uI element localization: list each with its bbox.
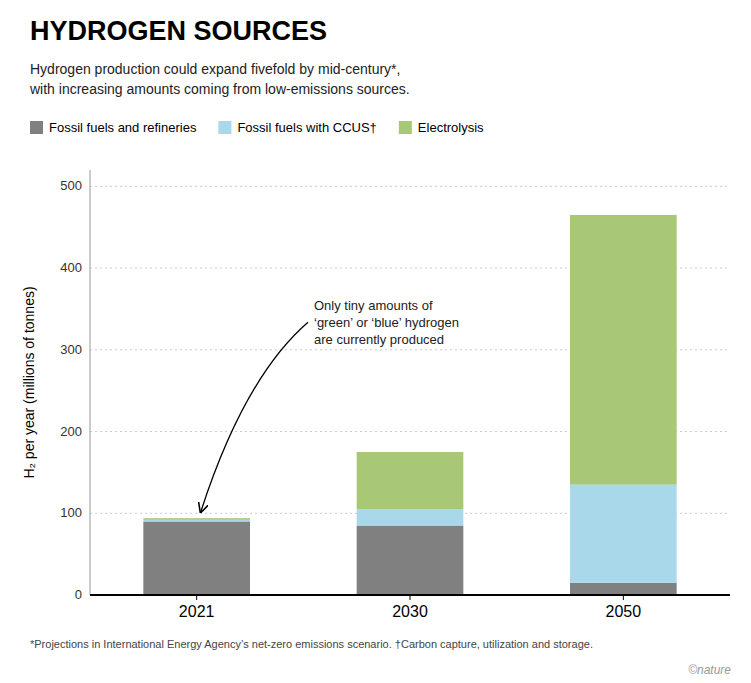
x-tick-label: 2030	[392, 603, 428, 620]
chart-root: HYDROGEN SOURCES Hydrogen production coul…	[0, 0, 751, 683]
legend-label: Fossil fuels and refineries	[49, 120, 197, 135]
annotation-line: ‘green’ or ‘blue’ hydrogen	[314, 315, 459, 330]
grid-line	[90, 186, 730, 187]
y-tick-label: 500	[60, 178, 82, 193]
legend-swatch	[399, 121, 412, 134]
bar-segment	[357, 509, 464, 525]
annotation-line: Only tiny amounts of	[314, 298, 433, 313]
x-tick	[410, 595, 411, 600]
legend-swatch	[30, 121, 43, 134]
y-tick-label: 0	[75, 587, 82, 602]
y-tick-label: 100	[60, 505, 82, 520]
footnote: *Projections in International Energy Age…	[30, 638, 593, 650]
y-tick-label: 200	[60, 424, 82, 439]
x-axis: 2021 2030 2050	[90, 595, 730, 620]
legend: Fossil fuels and refineries Fossil fuels …	[30, 120, 484, 135]
bar-segment	[143, 520, 250, 522]
y-tick-label: 300	[60, 342, 82, 357]
subtitle: Hydrogen production could expand fivefol…	[29, 61, 410, 97]
legend-label: Fossil fuels with CCUS†	[237, 120, 376, 135]
bars	[143, 215, 676, 595]
bar-segment	[570, 215, 677, 485]
x-tick-label: 2021	[179, 603, 215, 620]
bar-segment	[143, 518, 250, 520]
y-axis-label: H₂ per year (millions of tonnes)	[21, 286, 37, 478]
legend-item: Fossil fuels with CCUS†	[218, 120, 376, 135]
bar-segment	[357, 452, 464, 509]
bar-segment	[570, 583, 677, 595]
credit: ©nature	[688, 663, 731, 677]
legend-swatch	[218, 121, 231, 134]
annotation-line: are currently produced	[314, 332, 444, 347]
legend-item: Electrolysis	[399, 120, 484, 135]
title: HYDROGEN SOURCES	[30, 16, 327, 46]
legend-item: Fossil fuels and refineries	[30, 120, 197, 135]
subtitle-line: with increasing amounts coming from low-…	[29, 81, 410, 97]
y-axis-line	[90, 170, 91, 595]
y-axis: 0 100 200 300 400 500	[60, 170, 90, 602]
subtitle-line: Hydrogen production could expand fivefol…	[30, 61, 400, 77]
bar-segment	[143, 521, 250, 595]
grid	[90, 186, 730, 595]
bar-segment	[357, 526, 464, 595]
x-tick-label: 2050	[606, 603, 642, 620]
bar-segment	[570, 485, 677, 583]
x-tick	[623, 595, 624, 600]
annotation-arrow	[201, 322, 308, 512]
legend-label: Electrolysis	[418, 120, 484, 135]
x-tick	[196, 595, 197, 600]
annotation: Only tiny amounts of ‘green’ or ‘blue’ hy…	[314, 298, 459, 347]
y-tick-label: 400	[60, 260, 82, 275]
